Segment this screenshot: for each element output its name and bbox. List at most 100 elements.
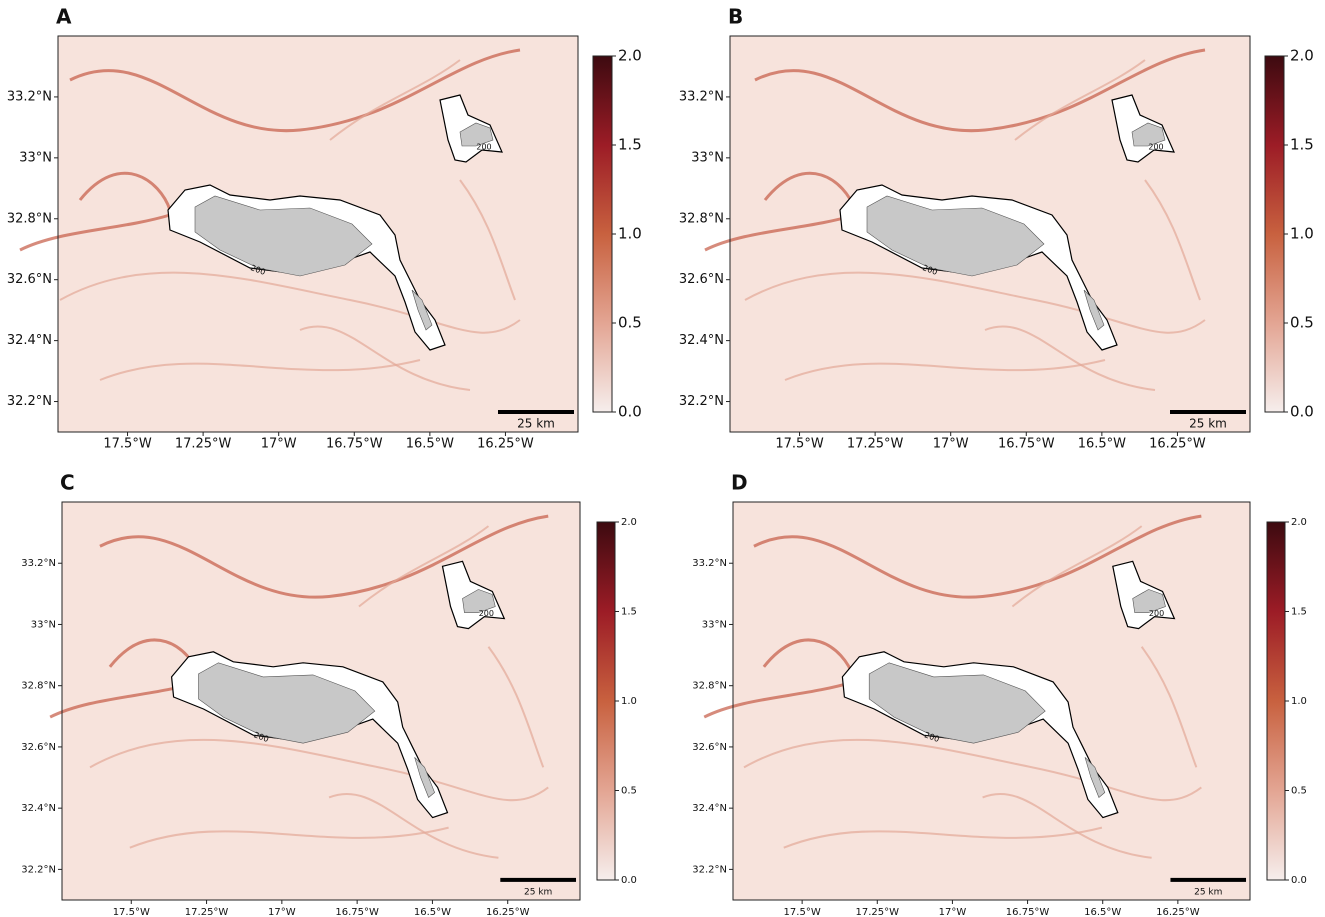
flow-streak (69, 48, 521, 133)
x-tick-label: 17.25°W (847, 437, 904, 452)
flow-streak (783, 826, 1103, 849)
x-tick-label: 17.5°W (775, 437, 823, 452)
colorbar-tick-label: 0.5 (1291, 786, 1307, 797)
flow-streak (129, 826, 449, 849)
flow-streak (19, 213, 171, 252)
y-tick-label: 33°N (31, 619, 56, 630)
x-tick-label: 17.25°W (856, 907, 900, 917)
colorbar-tick-label: 0.0 (621, 875, 637, 886)
scale-bar (1170, 877, 1247, 882)
colorbar-tick-label: 1.0 (621, 696, 637, 707)
y-tick-label: 32.8°N (21, 681, 56, 692)
colorbar (1264, 55, 1285, 413)
colorbar-tick-label: 0.0 (1290, 403, 1314, 421)
island (459, 122, 494, 147)
flow-streak (329, 59, 461, 141)
x-tick-label: 16.75°W (1006, 907, 1050, 917)
colorbar-tick-label: 1.0 (618, 225, 642, 243)
flow-streak (459, 179, 516, 301)
colorbar-tick-label: 2.0 (621, 517, 637, 528)
x-tick-label: 16.75°W (998, 437, 1055, 452)
island (868, 662, 1046, 744)
x-tick-label: 17°W (939, 907, 967, 917)
y-tick-label: 32.2°N (7, 394, 52, 409)
flow-streak (743, 738, 1202, 802)
map-frame (729, 35, 1251, 433)
x-tick-label: 16.5°W (1078, 437, 1126, 452)
y-tick-label: 32.6°N (679, 272, 724, 287)
scale-bar (1170, 410, 1246, 414)
y-tick-label: 32.4°N (679, 333, 724, 348)
flow-streak (1011, 525, 1143, 608)
x-tick-label: 17.5°W (113, 907, 150, 917)
flow-streak (984, 325, 1156, 391)
y-tick-label: 33.2°N (21, 558, 56, 569)
island (1132, 589, 1166, 613)
colorbar-tick-label: 1.0 (1291, 696, 1307, 707)
scale-bar-label: 25 km (1189, 417, 1227, 431)
colorbar-tick-label: 2.0 (1290, 47, 1314, 65)
flow-streak (89, 738, 549, 802)
colorbar (1266, 521, 1286, 881)
colorbar-tick-label: 0.5 (1290, 314, 1314, 332)
island (411, 289, 433, 331)
flow-streak (299, 325, 471, 391)
flow-streak (704, 213, 856, 252)
y-tick-label: 32.6°N (7, 272, 52, 287)
flow-streak (99, 359, 421, 381)
flow-streak (784, 359, 1106, 381)
colorbar-tick-label: 1.5 (618, 136, 642, 154)
y-tick-label: 33°N (691, 150, 724, 165)
colorbar (592, 55, 613, 413)
flow-streak (762, 638, 855, 678)
island (198, 662, 376, 744)
contour-label: 200 (1149, 609, 1164, 618)
flow-streak (982, 792, 1152, 859)
x-tick-label: 16.5°W (1084, 907, 1121, 917)
x-tick-label: 17.25°W (185, 907, 229, 917)
x-tick-label: 16.25°W (486, 907, 530, 917)
panel-label: A (56, 5, 72, 29)
island (194, 195, 373, 277)
colorbar-tick-label: 1.0 (1290, 225, 1314, 243)
scale-bar-label: 25 km (517, 417, 555, 431)
colorbar-tick-label: 0.5 (621, 786, 637, 797)
colorbar (596, 521, 616, 881)
panel-label: B (728, 5, 743, 29)
x-tick-label: 16.5°W (414, 907, 451, 917)
x-tick-label: 17.5°W (103, 437, 151, 452)
x-tick-label: 17°W (268, 907, 296, 917)
colorbar-tick-label: 2.0 (1291, 517, 1307, 528)
y-tick-label: 32.4°N (692, 803, 727, 814)
colorbar-tick-label: 1.5 (621, 607, 637, 618)
x-tick-label: 16.5°W (406, 437, 454, 452)
y-tick-label: 33°N (19, 150, 52, 165)
map-frame (61, 501, 581, 901)
y-tick-label: 33°N (702, 619, 727, 630)
x-tick-label: 17°W (261, 437, 297, 452)
y-tick-label: 32.8°N (679, 211, 724, 226)
island (414, 757, 435, 798)
island (1084, 757, 1106, 798)
flow-streak (703, 680, 854, 719)
island (1131, 122, 1166, 147)
x-tick-label: 16.25°W (477, 437, 534, 452)
flow-streak (754, 48, 1206, 133)
y-tick-label: 32.2°N (692, 864, 727, 875)
colorbar-tick-label: 1.5 (1290, 136, 1314, 154)
island (866, 195, 1045, 277)
y-tick-label: 32.8°N (7, 211, 52, 226)
island (1083, 289, 1105, 331)
flow-streak (1014, 59, 1146, 141)
flow-streak (1140, 646, 1198, 768)
x-tick-label: 17.25°W (175, 437, 232, 452)
island (462, 589, 496, 613)
colorbar-tick-label: 0.0 (618, 403, 642, 421)
y-tick-label: 33.2°N (7, 89, 52, 104)
y-tick-label: 32.2°N (679, 394, 724, 409)
scale-bar (500, 877, 577, 882)
scale-bar-label: 25 km (524, 887, 552, 897)
flow-streak (358, 525, 490, 608)
y-tick-label: 32.2°N (21, 864, 56, 875)
